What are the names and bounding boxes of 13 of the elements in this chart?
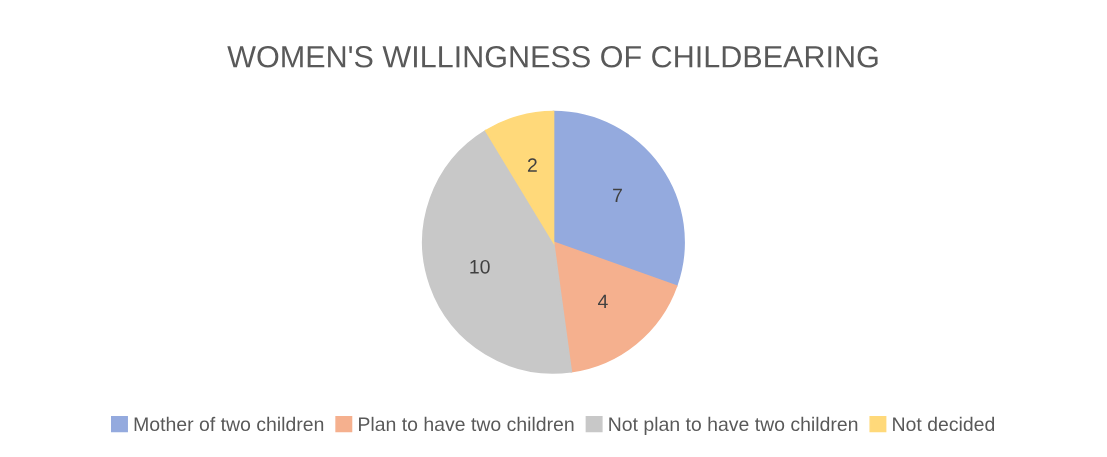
pie-slice <box>422 129 573 374</box>
data-label: 10 <box>470 259 490 274</box>
data-label: 7 <box>613 188 622 203</box>
legend-label: Mother of two children <box>134 416 324 432</box>
pie-slice <box>552 241 678 373</box>
legend-label: Plan to have two children <box>359 416 574 432</box>
pie-slice <box>552 110 685 287</box>
data-label: 2 <box>527 158 537 172</box>
chart-title: WOMEN'S WILLINGNESS OF CHILDBEARING <box>227 45 878 68</box>
legend-label: Not decided <box>893 416 995 432</box>
data-label: 4 <box>597 294 608 309</box>
legend-label: Not plan to have two children <box>609 416 858 435</box>
pie-slice <box>484 110 555 244</box>
